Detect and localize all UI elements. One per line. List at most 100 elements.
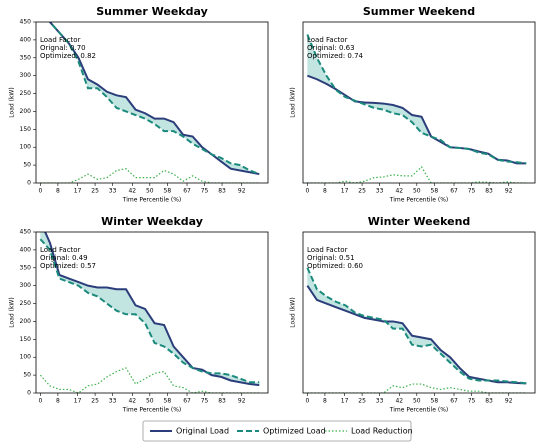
x-tick-label: 75 [201, 398, 209, 405]
annotation: Optimized: 0.82 [40, 52, 96, 60]
x-tick-label: 75 [201, 188, 209, 195]
y-tick-label: 50 [23, 162, 31, 169]
panel-title: Summer Weekend [363, 5, 475, 18]
y-tick-label: 200 [20, 318, 32, 325]
y-tick-label: 300 [20, 282, 32, 289]
difference-fill [307, 267, 527, 384]
y-tick-label: 450 [20, 19, 32, 26]
x-tick-label: 42 [395, 398, 403, 405]
x-tick-label: 67 [183, 188, 191, 195]
x-tick-label: 67 [450, 188, 458, 195]
annotation: Load Factor [307, 36, 348, 44]
y-tick-label: 350 [20, 54, 32, 61]
y-tick-label: 150 [20, 336, 32, 343]
annotation: Load Factor [40, 246, 81, 254]
x-tick-label: 50 [413, 398, 421, 405]
y-tick-label: 300 [20, 72, 32, 79]
x-tick-label: 83 [485, 188, 493, 195]
y-tick-label: 350 [20, 264, 32, 271]
x-tick-label: 67 [183, 398, 191, 405]
annotation: Optimized: 0.60 [307, 262, 363, 270]
x-tick-label: 83 [218, 188, 226, 195]
series-line [306, 267, 527, 385]
annotation: Load Factor [40, 36, 81, 44]
y-tick-label: 100 [20, 354, 32, 361]
y-tick-label: 250 [20, 90, 32, 97]
y-tick-label: 400 [20, 246, 32, 253]
x-tick-label: 0 [38, 398, 42, 405]
y-axis-label: Load (kW) [290, 87, 297, 117]
x-tick-label: 0 [305, 398, 309, 405]
x-tick-label: 8 [56, 398, 60, 405]
x-tick-label: 58 [431, 188, 439, 195]
legend-label: Original Load [176, 427, 229, 436]
series-line [307, 165, 527, 183]
annotation: Orignal: 0.70 [40, 44, 86, 52]
annotation: Original: 0.51 [307, 254, 355, 262]
x-axis-label: Time Percentile (%) [389, 197, 448, 204]
plot-area [306, 34, 527, 183]
x-tick-label: 92 [238, 398, 246, 405]
panel-title: Winter Weekend [368, 215, 471, 228]
series-line [44, 232, 260, 387]
x-tick-label: 8 [323, 398, 327, 405]
x-tick-label: 67 [450, 398, 458, 405]
panel-title: Winter Weekday [101, 215, 203, 228]
panel-title: Summer Weekday [96, 5, 208, 18]
axes-frame [35, 21, 269, 184]
y-axis-label: Load (kW) [9, 297, 16, 327]
series-line [39, 367, 260, 393]
x-tick-label: 42 [128, 188, 136, 195]
series-line [307, 74, 527, 165]
y-tick-label: 100 [20, 144, 32, 151]
legend-label: Optimized Load [263, 427, 326, 436]
series-line [306, 285, 527, 385]
plot-area [40, 22, 260, 183]
axes-frame [302, 21, 536, 184]
x-axis-label: Time Percentile (%) [122, 197, 181, 204]
series-line [306, 34, 527, 165]
x-axis-label: Time Percentile (%) [122, 407, 181, 414]
plot-area [306, 267, 527, 393]
annotation: Load Factor [307, 246, 348, 254]
y-axis-label: Load (kW) [9, 87, 16, 117]
y-axis-label: Load (kW) [290, 297, 297, 327]
x-tick-label: 0 [38, 188, 42, 195]
x-tick-label: 58 [164, 398, 172, 405]
x-tick-label: 83 [485, 398, 493, 405]
series-line [307, 383, 527, 393]
annotation: Original: 0.63 [307, 44, 355, 52]
x-tick-label: 75 [468, 398, 476, 405]
plot-area [39, 232, 260, 393]
x-tick-label: 25 [91, 188, 99, 195]
x-tick-label: 58 [164, 188, 172, 195]
x-tick-label: 17 [341, 188, 349, 195]
x-tick-label: 50 [146, 398, 154, 405]
series-line [48, 22, 260, 176]
series-line [48, 22, 260, 175]
x-tick-label: 17 [341, 398, 349, 405]
x-tick-label: 92 [505, 398, 513, 405]
x-tick-label: 75 [468, 188, 476, 195]
y-tick-label: 450 [20, 229, 32, 236]
x-tick-label: 25 [358, 188, 366, 195]
y-tick-label: 150 [20, 126, 32, 133]
x-tick-label: 8 [56, 188, 60, 195]
y-tick-label: 200 [20, 108, 32, 115]
x-tick-label: 42 [128, 398, 136, 405]
x-tick-label: 83 [218, 398, 226, 405]
x-tick-label: 33 [376, 398, 384, 405]
legend-label: Load Reduction [351, 427, 413, 436]
x-tick-label: 33 [109, 188, 117, 195]
x-tick-label: 58 [431, 398, 439, 405]
y-tick-label: 250 [20, 300, 32, 307]
axes-frame [302, 231, 536, 394]
annotation: Original: 0.49 [40, 254, 88, 262]
y-tick-label: 400 [20, 36, 32, 43]
x-tick-label: 42 [395, 188, 403, 195]
x-tick-label: 92 [238, 188, 246, 195]
x-tick-label: 25 [91, 398, 99, 405]
annotation: Optimized: 0.57 [40, 262, 96, 270]
x-tick-label: 17 [74, 398, 82, 405]
